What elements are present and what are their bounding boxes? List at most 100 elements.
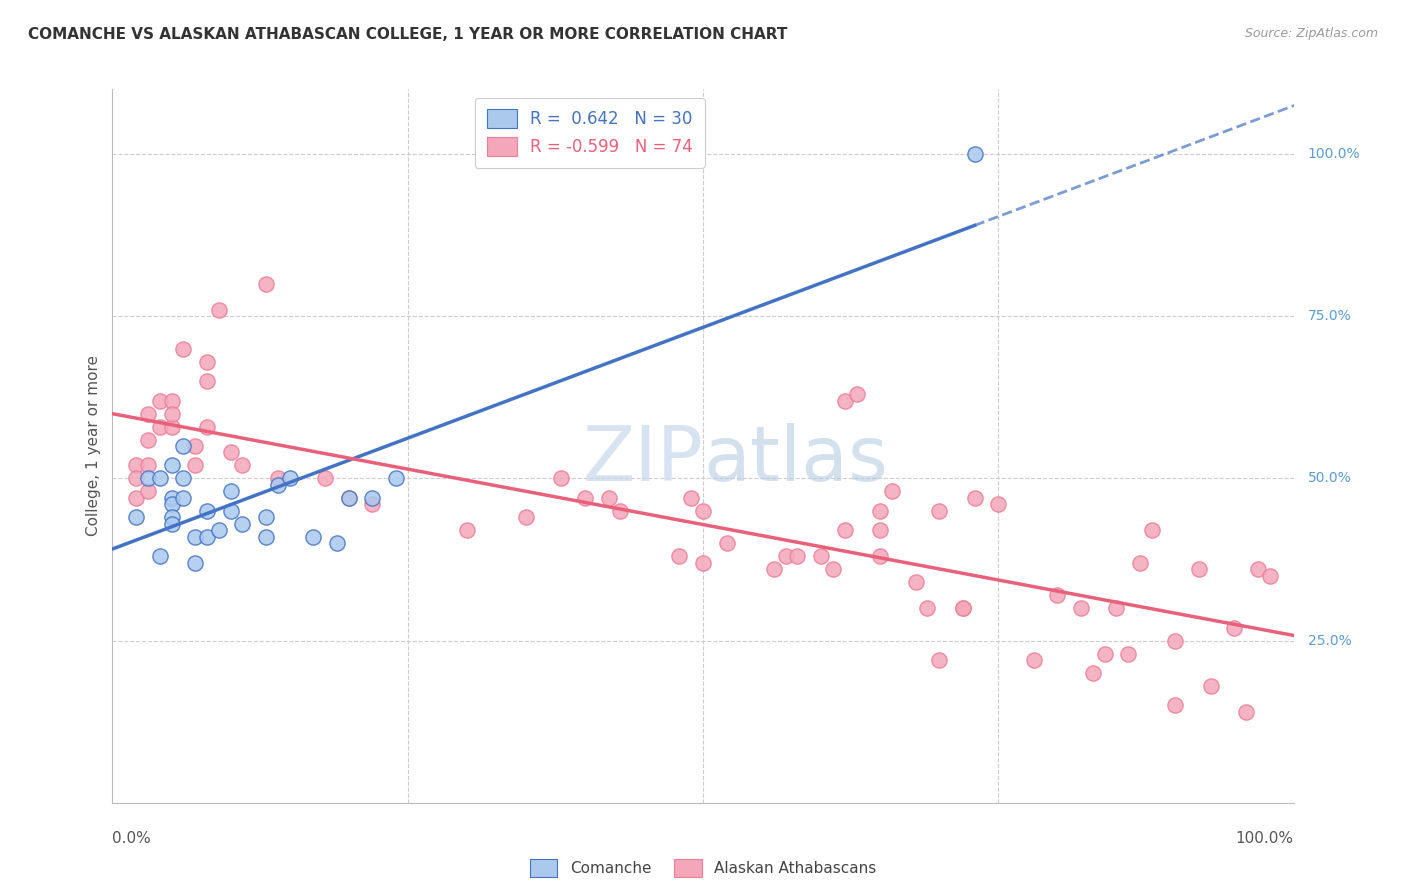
- Point: [231, 516, 253, 531]
- Point: [681, 491, 703, 505]
- Point: [1258, 568, 1281, 582]
- Point: [1046, 588, 1069, 602]
- Point: [160, 497, 183, 511]
- Point: [928, 653, 950, 667]
- Point: [716, 536, 738, 550]
- Point: [184, 458, 207, 473]
- Point: [149, 471, 172, 485]
- Point: [869, 504, 891, 518]
- Point: [160, 458, 183, 473]
- Point: [692, 504, 714, 518]
- Text: 25.0%: 25.0%: [1308, 633, 1351, 648]
- Text: 100.0%: 100.0%: [1236, 831, 1294, 847]
- Point: [231, 458, 253, 473]
- Point: [125, 471, 148, 485]
- Point: [125, 491, 148, 505]
- Point: [160, 407, 183, 421]
- Point: [125, 510, 148, 524]
- Point: [136, 407, 159, 421]
- Point: [149, 549, 172, 564]
- Point: [834, 524, 856, 538]
- Y-axis label: College, 1 year or more: College, 1 year or more: [86, 356, 101, 536]
- Point: [195, 504, 218, 518]
- Point: [880, 484, 903, 499]
- Point: [254, 277, 277, 291]
- Point: [125, 458, 148, 473]
- Point: [1022, 653, 1045, 667]
- Point: [1234, 705, 1257, 719]
- Point: [1116, 647, 1139, 661]
- Point: [160, 491, 183, 505]
- Point: [136, 458, 159, 473]
- Point: [208, 302, 231, 317]
- Point: [609, 504, 631, 518]
- Text: COMANCHE VS ALASKAN ATHABASCAN COLLEGE, 1 YEAR OR MORE CORRELATION CHART: COMANCHE VS ALASKAN ATHABASCAN COLLEGE, …: [28, 27, 787, 42]
- Point: [574, 491, 596, 505]
- Point: [219, 504, 242, 518]
- Point: [963, 147, 986, 161]
- Point: [160, 419, 183, 434]
- Point: [314, 471, 336, 485]
- Point: [775, 549, 797, 564]
- Point: [219, 484, 242, 499]
- Point: [149, 393, 172, 408]
- Point: [1164, 633, 1187, 648]
- Point: [361, 491, 384, 505]
- Point: [1164, 698, 1187, 713]
- Point: [963, 491, 986, 505]
- Point: [136, 433, 159, 447]
- Point: [195, 354, 218, 368]
- Text: 75.0%: 75.0%: [1308, 310, 1351, 323]
- Point: [326, 536, 349, 550]
- Point: [267, 478, 290, 492]
- Point: [267, 471, 290, 485]
- Point: [869, 524, 891, 538]
- Point: [987, 497, 1010, 511]
- Point: [952, 601, 974, 615]
- Point: [149, 419, 172, 434]
- Point: [692, 556, 714, 570]
- Point: [172, 471, 194, 485]
- Point: [786, 549, 808, 564]
- Point: [917, 601, 939, 615]
- Point: [1140, 524, 1163, 538]
- Point: [1223, 621, 1246, 635]
- Text: 0.0%: 0.0%: [112, 831, 152, 847]
- Point: [928, 504, 950, 518]
- Point: [1199, 679, 1222, 693]
- Point: [1070, 601, 1092, 615]
- Legend: Comanche, Alaskan Athabascans: Comanche, Alaskan Athabascans: [524, 854, 882, 883]
- Point: [219, 445, 242, 459]
- Point: [172, 439, 194, 453]
- Point: [195, 419, 218, 434]
- Point: [278, 471, 301, 485]
- Point: [598, 491, 620, 505]
- Point: [254, 530, 277, 544]
- Point: [845, 387, 868, 401]
- Point: [1094, 647, 1116, 661]
- Text: 50.0%: 50.0%: [1308, 472, 1351, 485]
- Point: [136, 484, 159, 499]
- Point: [160, 510, 183, 524]
- Text: 100.0%: 100.0%: [1308, 147, 1361, 161]
- Point: [160, 516, 183, 531]
- Point: [834, 393, 856, 408]
- Point: [160, 393, 183, 408]
- Text: ZIP: ZIP: [582, 424, 703, 497]
- Point: [195, 530, 218, 544]
- Point: [254, 510, 277, 524]
- Point: [172, 491, 194, 505]
- Point: [361, 497, 384, 511]
- Point: [550, 471, 572, 485]
- Point: [195, 374, 218, 388]
- Point: [184, 439, 207, 453]
- Point: [1188, 562, 1211, 576]
- Point: [136, 471, 159, 485]
- Point: [1247, 562, 1270, 576]
- Point: [515, 510, 537, 524]
- Point: [172, 342, 194, 356]
- Point: [385, 471, 408, 485]
- Point: [821, 562, 844, 576]
- Point: [302, 530, 325, 544]
- Point: [208, 524, 231, 538]
